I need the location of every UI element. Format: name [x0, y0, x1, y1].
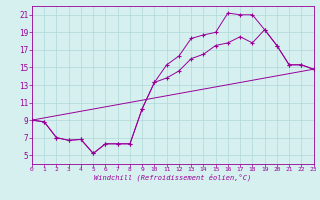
X-axis label: Windchill (Refroidissement éolien,°C): Windchill (Refroidissement éolien,°C) — [94, 174, 252, 181]
